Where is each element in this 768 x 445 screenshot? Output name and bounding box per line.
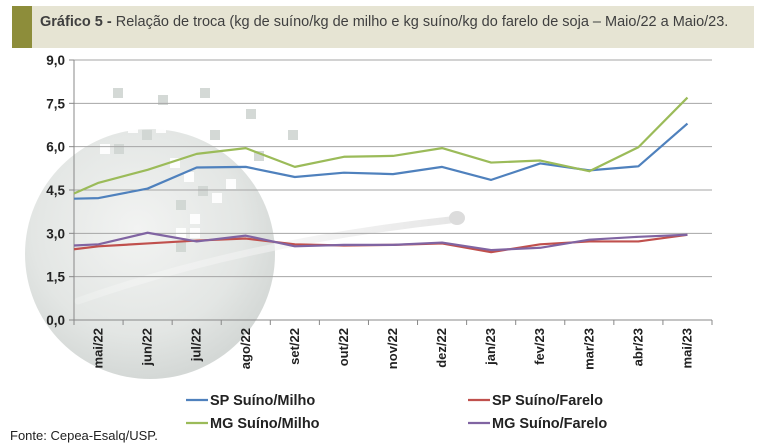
watermark-square: [302, 144, 312, 154]
legend-label: MG Suíno/Farelo: [492, 416, 607, 432]
watermark-square: [274, 123, 284, 133]
x-tick-label: fev/23: [532, 328, 547, 365]
y-tick-label: 7,5: [46, 96, 65, 111]
watermark-square: [200, 88, 210, 98]
watermark-square: [288, 130, 298, 140]
watermark-streak: [74, 216, 454, 305]
watermark-square: [176, 242, 186, 252]
x-tick-label: abr/23: [630, 328, 645, 366]
watermark-square: [176, 200, 186, 210]
x-tick-label: jun/22: [140, 328, 155, 367]
y-tick-label: 3,0: [46, 226, 65, 241]
watermark-square: [254, 151, 264, 161]
chart-title-bar: Gráfico 5 - Relação de troca (kg de suín…: [12, 6, 754, 48]
chart-legend: SP Suíno/Milho SP Suíno/Farelo MG Suíno/Mi…: [186, 393, 607, 432]
watermark-square: [186, 102, 196, 112]
watermark-square: [198, 186, 208, 196]
watermark-square: [260, 109, 270, 119]
watermark-square: [156, 123, 166, 133]
watermark-square: [246, 109, 256, 119]
legend-label: MG Suíno/Milho: [210, 416, 320, 432]
watermark-square: [170, 158, 180, 168]
watermark-square: [128, 123, 138, 133]
chart-title-description: Relação de troca (kg de suíno/kg de milh…: [111, 14, 729, 30]
watermark-square: [172, 95, 182, 105]
x-tick-label: out/22: [336, 328, 351, 366]
watermark-square: [184, 172, 194, 182]
chart-grid: [73, 59, 712, 321]
legend-label: SP Suíno/Farelo: [492, 393, 603, 409]
watermark-square: [113, 88, 123, 98]
source-note: Fonte: Cepea-Esalq/USP.: [10, 428, 158, 443]
watermark-square: [158, 95, 168, 105]
series-line: [73, 96, 689, 195]
x-tick-label: jan/23: [483, 328, 498, 366]
y-tick-label: 1,5: [46, 270, 65, 285]
watermark-square: [268, 165, 278, 175]
x-tick-label: mai/22: [91, 328, 106, 368]
watermark-globe: [25, 129, 275, 379]
watermark-square: [226, 137, 236, 147]
watermark-square: [141, 88, 151, 98]
y-tick-label: 0,0: [46, 313, 65, 328]
watermark-square: [214, 102, 224, 112]
line-chart: 0,0 1,5 3,0 4,5 6,0 7,5 9,0 mai/22 jun/22 jul/22…: [25, 53, 713, 432]
y-tick-label: 6,0: [46, 140, 65, 155]
watermark-dot: [449, 211, 465, 225]
watermark-square: [190, 214, 200, 224]
x-tick-label: dez/22: [434, 328, 449, 368]
watermark-square: [196, 123, 206, 133]
watermark-square: [228, 95, 238, 105]
y-tick-label: 4,5: [46, 183, 65, 198]
watermark-square: [142, 130, 152, 140]
y-tick-label: 9,0: [46, 53, 65, 68]
title-accent-block: [12, 6, 32, 48]
chart-title: Gráfico 5 - Relação de troca (kg de suín…: [40, 14, 728, 30]
watermark-square: [226, 179, 236, 189]
x-tick-label: set/22: [287, 328, 302, 365]
x-tick-label: mai/23: [679, 328, 694, 368]
watermark-square: [127, 95, 137, 105]
watermark-square: [100, 144, 110, 154]
watermark-square: [114, 144, 124, 154]
x-tick-label: jul/22: [189, 328, 204, 362]
x-axis-ticks: mai/22 jun/22 jul/22 ago/22 set/22 out/22 nov/…: [73, 320, 713, 370]
legend-label: SP Suíno/Milho: [210, 393, 315, 409]
chart-title-number: Gráfico 5 -: [40, 14, 112, 30]
y-axis-ticks: 0,0 1,5 3,0 4,5 6,0 7,5 9,0: [46, 53, 74, 328]
x-tick-label: mar/23: [581, 328, 596, 370]
x-tick-label: nov/22: [385, 328, 400, 369]
series-line: [73, 231, 688, 252]
chart-series-lines: [73, 96, 689, 254]
watermark-square: [212, 193, 222, 203]
x-tick-label: ago/22: [238, 328, 253, 369]
watermark-square: [210, 130, 220, 140]
